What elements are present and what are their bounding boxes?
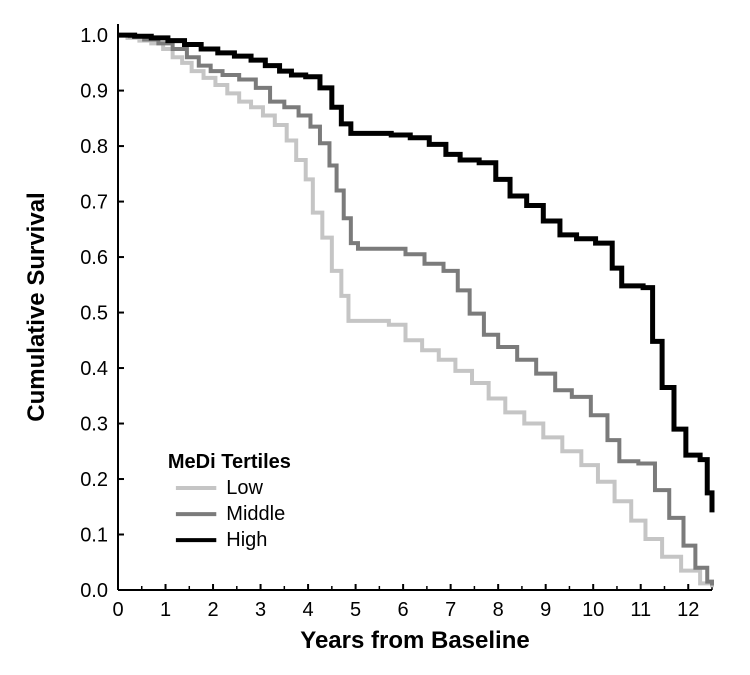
y-tick-label: 0.3 bbox=[80, 414, 108, 436]
x-tick-label: 6 bbox=[398, 599, 409, 621]
x-axis-label: Years from Baseline bbox=[300, 627, 529, 654]
y-tick-label: 0.1 bbox=[80, 525, 108, 547]
y-tick-label: 0.4 bbox=[80, 358, 108, 380]
x-tick-label: 5 bbox=[350, 599, 361, 621]
x-tick-label: 11 bbox=[630, 599, 651, 621]
x-tick-label: 2 bbox=[207, 599, 218, 621]
y-axis-label: Cumulative Survival bbox=[23, 192, 50, 421]
y-tick-label: 0.9 bbox=[80, 81, 108, 103]
y-tick-label: 0.6 bbox=[80, 247, 108, 269]
x-tick-label: 3 bbox=[255, 599, 266, 621]
x-tick-label: 9 bbox=[540, 599, 551, 621]
x-tick-label: 8 bbox=[493, 599, 504, 621]
x-tick-label: 7 bbox=[445, 599, 456, 621]
y-tick-label: 0.7 bbox=[80, 192, 108, 214]
x-tick-label: 10 bbox=[582, 599, 604, 621]
survival-chart: 01234567891011120.00.10.20.30.40.50.60.7… bbox=[0, 0, 750, 675]
y-tick-label: 1.0 bbox=[80, 25, 108, 47]
y-tick-label: 0.2 bbox=[80, 469, 108, 491]
legend-label-middle: Middle bbox=[226, 503, 285, 525]
x-tick-label: 12 bbox=[677, 599, 699, 621]
legend-label-low: Low bbox=[226, 477, 263, 499]
chart-svg: 01234567891011120.00.10.20.30.40.50.60.7… bbox=[0, 0, 750, 675]
legend-title: MeDi Tertiles bbox=[168, 451, 291, 473]
x-tick-label: 1 bbox=[160, 599, 171, 621]
y-tick-label: 0.8 bbox=[80, 136, 108, 158]
x-tick-label: 4 bbox=[303, 599, 314, 621]
x-tick-label: 0 bbox=[112, 599, 123, 621]
y-tick-label: 0.5 bbox=[80, 303, 108, 325]
legend-label-high: High bbox=[226, 529, 267, 551]
y-tick-label: 0.0 bbox=[80, 580, 108, 602]
